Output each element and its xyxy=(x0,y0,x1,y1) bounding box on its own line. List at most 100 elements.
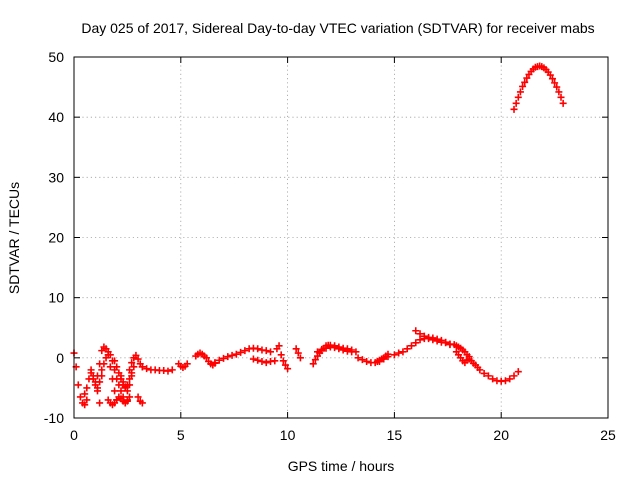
data-point xyxy=(138,399,146,407)
data-point xyxy=(130,363,138,371)
data-point xyxy=(249,355,257,363)
data-point xyxy=(348,348,356,356)
data-point xyxy=(202,354,210,362)
data-point xyxy=(258,357,266,365)
data-point xyxy=(81,401,89,409)
data-point xyxy=(74,381,82,389)
data-point xyxy=(111,357,119,365)
data-point xyxy=(412,339,420,347)
tick-labels: 0 5 10 15 20 25 -10 0 10 20 30 40 50 xyxy=(44,49,616,443)
data-point xyxy=(123,387,131,395)
data-point xyxy=(309,360,317,368)
data-point xyxy=(395,349,403,357)
data-point xyxy=(128,359,136,367)
data-point xyxy=(237,348,245,356)
data-point xyxy=(121,383,129,391)
data-point xyxy=(126,393,134,401)
data-point xyxy=(510,105,518,113)
data-point xyxy=(557,93,565,101)
data-point xyxy=(555,88,563,96)
data-point xyxy=(390,351,398,359)
data-point xyxy=(516,88,524,96)
data-point xyxy=(111,387,119,395)
data-point xyxy=(119,378,127,386)
data-point xyxy=(106,363,114,371)
data-point xyxy=(241,347,249,355)
data-point xyxy=(510,372,518,380)
data-point xyxy=(363,357,371,365)
data-point xyxy=(93,384,101,392)
data-point xyxy=(489,375,497,383)
data-point xyxy=(126,381,134,389)
data-point xyxy=(519,82,527,90)
data-point xyxy=(512,99,520,107)
data-point xyxy=(433,337,441,345)
data-point xyxy=(224,353,232,361)
grid xyxy=(74,57,608,418)
data-point xyxy=(271,357,279,365)
data-point xyxy=(546,71,554,79)
data-point xyxy=(262,359,270,367)
x-tick-label: 15 xyxy=(387,427,403,443)
data-point xyxy=(354,354,362,362)
data-point xyxy=(117,387,125,395)
data-point xyxy=(429,336,437,344)
y-axis-label: SDTVAR / TECUs xyxy=(6,182,22,294)
data-point xyxy=(284,365,292,373)
data-point xyxy=(335,345,343,353)
data-point xyxy=(514,368,522,376)
data-point xyxy=(311,356,319,364)
data-point xyxy=(277,351,285,359)
data-point xyxy=(215,356,223,364)
data-point xyxy=(96,378,104,386)
data-point xyxy=(134,355,142,363)
data-point xyxy=(267,348,275,356)
data-point xyxy=(81,390,89,398)
data-point xyxy=(339,346,347,354)
data-point xyxy=(98,347,106,355)
x-tick-label: 5 xyxy=(177,427,185,443)
data-point xyxy=(83,396,91,404)
data-point xyxy=(76,393,84,401)
data-point xyxy=(183,360,191,368)
axis-ticks xyxy=(73,56,609,419)
data-point xyxy=(296,354,304,362)
data-point xyxy=(143,365,151,373)
data-point xyxy=(93,372,101,380)
data-point xyxy=(262,347,270,355)
data-point xyxy=(559,99,567,107)
x-tick-label: 20 xyxy=(493,427,509,443)
data-point xyxy=(407,342,415,350)
data-point xyxy=(425,335,433,343)
data-points xyxy=(70,62,567,409)
x-tick-label: 0 xyxy=(70,427,78,443)
data-point xyxy=(416,336,424,344)
data-point xyxy=(254,345,262,353)
data-point xyxy=(523,74,531,82)
data-point xyxy=(501,377,509,385)
data-point xyxy=(480,369,488,377)
data-point xyxy=(294,349,302,357)
data-point xyxy=(106,351,114,359)
data-point xyxy=(521,78,529,86)
data-point xyxy=(322,344,330,352)
data-point xyxy=(484,372,492,380)
data-point xyxy=(232,350,240,358)
data-point xyxy=(420,332,428,340)
y-tick-label: 50 xyxy=(48,49,64,65)
data-point xyxy=(548,75,556,83)
data-point xyxy=(128,372,136,380)
data-point xyxy=(292,345,300,353)
data-point xyxy=(126,366,134,374)
data-point xyxy=(553,83,561,91)
data-point xyxy=(275,342,283,350)
data-point xyxy=(442,339,450,347)
data-point xyxy=(358,356,366,364)
data-point xyxy=(314,348,322,356)
data-point xyxy=(551,79,559,87)
data-point xyxy=(254,356,262,364)
data-point xyxy=(134,393,142,401)
data-point xyxy=(211,359,219,367)
data-point xyxy=(331,344,339,352)
data-point xyxy=(164,367,172,375)
